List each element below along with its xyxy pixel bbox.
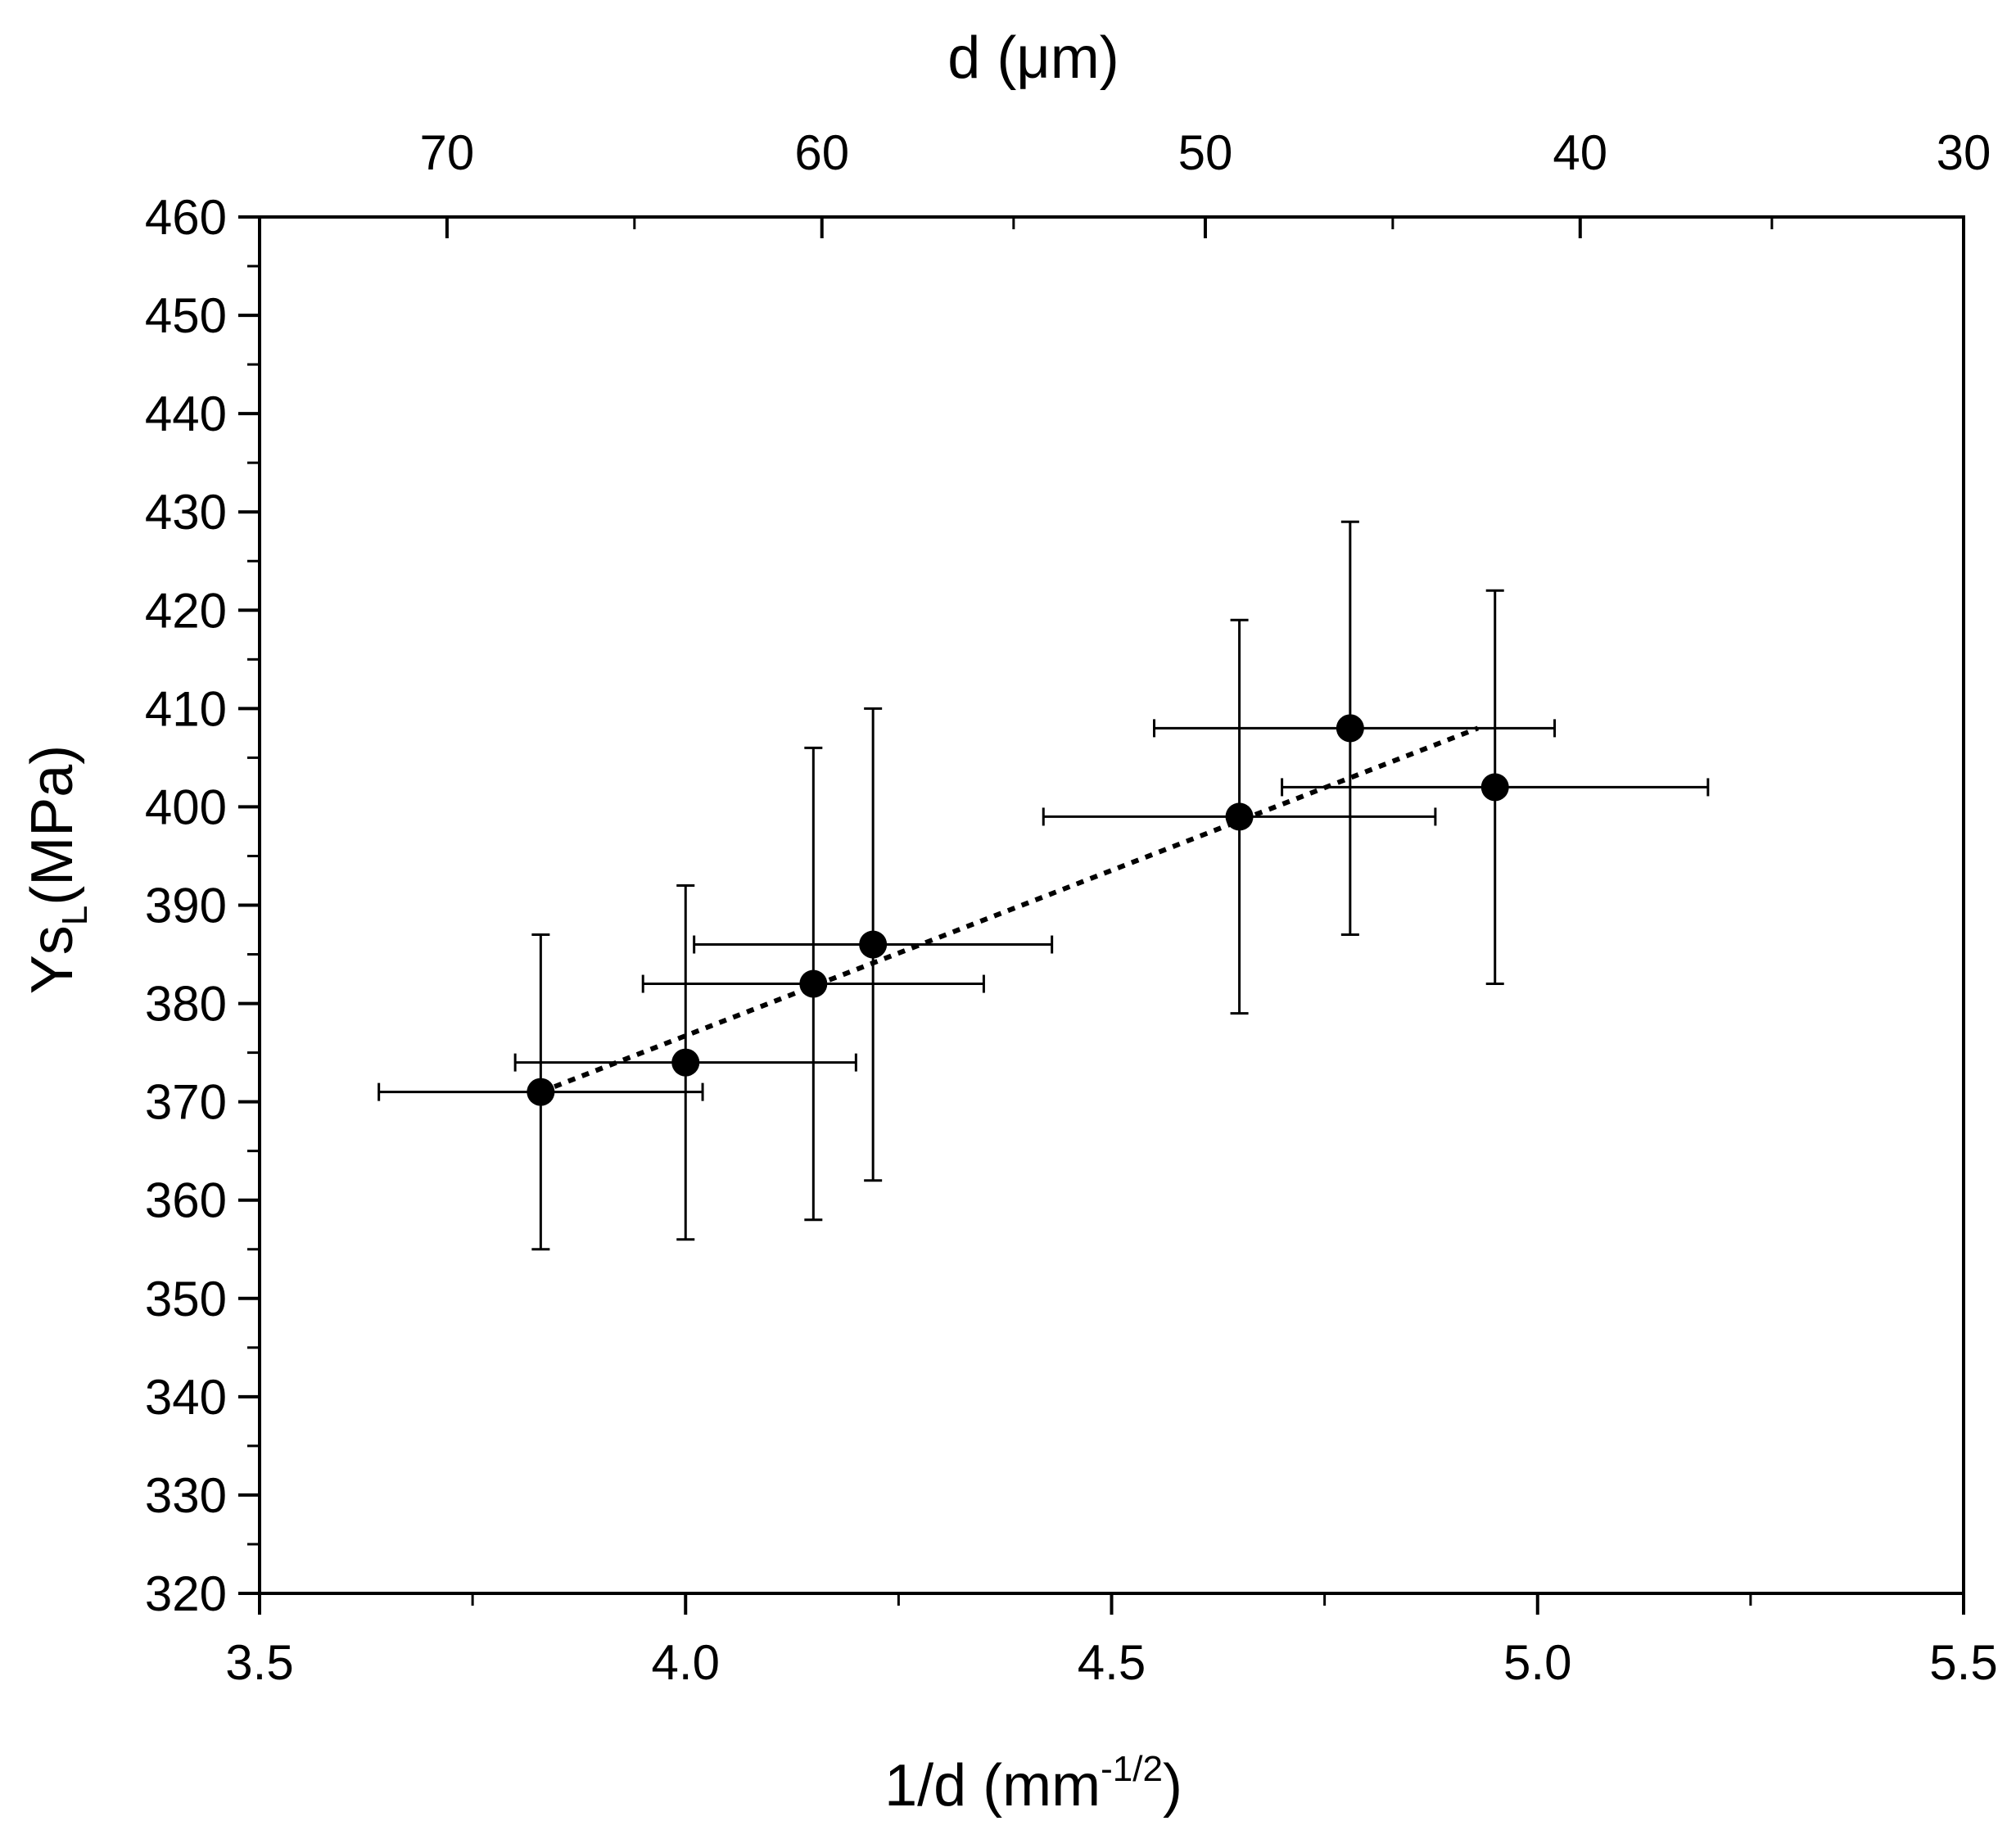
- y-tick-label: 390: [145, 879, 227, 933]
- y-tick-label: 370: [145, 1075, 227, 1130]
- data-point: [671, 1048, 700, 1077]
- top-axis-title: d (μm): [947, 25, 1119, 91]
- top-tick-label: 70: [420, 125, 475, 180]
- x-axis-title: 1/d (mm-1/2): [884, 1749, 1182, 1819]
- y-tick-label: 380: [145, 977, 227, 1032]
- y-tick-label: 340: [145, 1370, 227, 1425]
- data-point: [859, 930, 888, 959]
- y-tick-label: 360: [145, 1173, 227, 1228]
- x-tick-label: 5.5: [1929, 1635, 1997, 1690]
- y-axis-title-main: Ys: [20, 925, 85, 994]
- x-tick-label: 5.0: [1503, 1635, 1571, 1690]
- y-axis-title-rest: (MPa): [20, 745, 85, 906]
- y-tick-label: 440: [145, 386, 227, 441]
- fit-line: [540, 725, 1480, 1095]
- y-tick-label: 430: [145, 485, 227, 540]
- x-tick-label: 3.5: [225, 1635, 293, 1690]
- x-axis-title-close: ): [1163, 1753, 1182, 1819]
- x-axis-title-main: 1/d (mm: [884, 1753, 1101, 1819]
- top-tick-label: 50: [1178, 125, 1233, 180]
- x-tick-label: 4.5: [1078, 1635, 1146, 1690]
- plot-area: 3.5 4.0 4.5 5.0 5.5 70 60 50 40 30 320 330 340 350 360…: [145, 125, 1998, 1690]
- top-tick-label: 60: [794, 125, 849, 180]
- y-axis-title-sub: L: [55, 906, 95, 925]
- y-tick-label: 420: [145, 583, 227, 638]
- top-tick-label: 30: [1937, 125, 1991, 180]
- data-point: [1480, 773, 1509, 802]
- y-tick-label: 450: [145, 288, 227, 343]
- data-point: [527, 1078, 555, 1106]
- y-tick-label: 400: [145, 779, 227, 834]
- y-tick-label: 350: [145, 1272, 227, 1326]
- x-axis-title-sup: -1/2: [1101, 1749, 1163, 1789]
- data-point: [1336, 714, 1364, 743]
- y-tick-label: 410: [145, 681, 227, 736]
- top-tick-label: 40: [1553, 125, 1607, 180]
- y-axis-title: YsL(MPa): [20, 745, 95, 995]
- y-tick-label: 320: [145, 1566, 227, 1621]
- data-point: [1225, 802, 1254, 831]
- y-tick-label: 460: [145, 190, 227, 245]
- plot-frame: [258, 215, 1965, 1595]
- data-point: [799, 969, 828, 998]
- x-tick-label: 4.0: [652, 1635, 720, 1690]
- y-tick-label: 330: [145, 1468, 227, 1523]
